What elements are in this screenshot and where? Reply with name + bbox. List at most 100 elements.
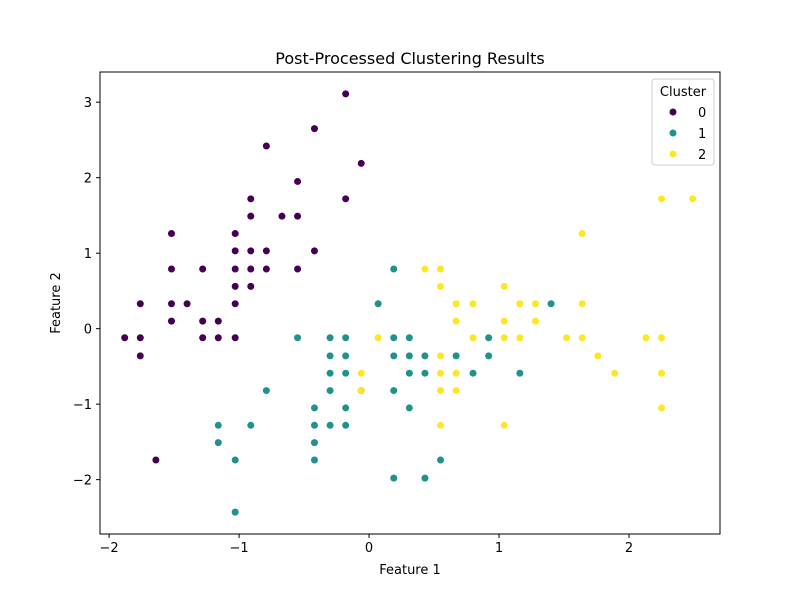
- data-point-cluster-2: [531, 300, 539, 308]
- data-point-cluster-0: [136, 352, 144, 360]
- data-point-cluster-1: [214, 421, 222, 429]
- data-point-cluster-1: [310, 404, 318, 412]
- data-point-cluster-2: [437, 265, 445, 273]
- data-point-cluster-0: [231, 265, 239, 273]
- data-point-cluster-2: [500, 334, 508, 342]
- data-point-cluster-1: [231, 508, 239, 516]
- data-point-cluster-1: [390, 352, 398, 360]
- legend: Cluster 0 1 2: [651, 78, 715, 166]
- data-point-cluster-1: [310, 421, 318, 429]
- data-point-cluster-1: [342, 334, 350, 342]
- data-point-cluster-2: [658, 334, 666, 342]
- data-point-cluster-0: [214, 317, 222, 325]
- data-point-cluster-2: [658, 195, 666, 203]
- y-axis-label: Feature 2: [49, 272, 64, 334]
- data-point-cluster-2: [357, 387, 365, 395]
- data-point-cluster-0: [199, 265, 207, 273]
- y-tick-label: 2: [84, 172, 92, 187]
- x-tick-label: −1: [229, 541, 248, 556]
- data-point-cluster-2: [642, 334, 650, 342]
- legend-box: [651, 78, 715, 166]
- data-point-cluster-1: [437, 456, 445, 464]
- data-point-cluster-1: [452, 352, 460, 360]
- data-point-cluster-2: [469, 334, 477, 342]
- data-point-cluster-1: [485, 352, 493, 360]
- data-point-cluster-1: [390, 474, 398, 482]
- chart-title: Post-Processed Clustering Results: [275, 49, 544, 68]
- plot-frame: [99, 71, 721, 535]
- data-point-cluster-1: [390, 334, 398, 342]
- x-tick-label: −2: [100, 541, 119, 556]
- data-point-cluster-0: [167, 317, 175, 325]
- data-point-cluster-0: [167, 265, 175, 273]
- data-point-cluster-2: [357, 369, 365, 377]
- data-point-cluster-2: [531, 317, 539, 325]
- data-point-cluster-1: [405, 352, 413, 360]
- data-point-cluster-1: [326, 334, 334, 342]
- data-point-cluster-1: [405, 404, 413, 412]
- axis-ticks: −2 −1 0 1 2 −2 −1 0 1 2 3: [73, 96, 633, 556]
- legend-label-2: 2: [698, 148, 706, 163]
- y-tick-label: −2: [73, 474, 92, 489]
- x-tick-label: 1: [495, 541, 503, 556]
- data-point-cluster-0: [121, 334, 129, 342]
- data-point-cluster-2: [658, 404, 666, 412]
- data-point-cluster-1: [421, 352, 429, 360]
- data-point-cluster-2: [578, 300, 586, 308]
- data-point-cluster-2: [469, 300, 477, 308]
- data-point-cluster-1: [405, 369, 413, 377]
- legend-label-0: 0: [698, 106, 706, 121]
- data-point-cluster-1: [485, 334, 493, 342]
- data-point-cluster-0: [294, 265, 302, 273]
- data-point-cluster-2: [578, 230, 586, 238]
- y-tick-label: 0: [84, 323, 92, 338]
- data-point-cluster-2: [563, 334, 571, 342]
- data-point-cluster-1: [421, 369, 429, 377]
- data-point-cluster-2: [452, 369, 460, 377]
- data-point-cluster-2: [437, 387, 445, 395]
- data-point-cluster-1: [310, 456, 318, 464]
- data-point-cluster-0: [294, 177, 302, 185]
- data-point-cluster-0: [247, 212, 255, 220]
- data-point-cluster-0: [199, 317, 207, 325]
- data-point-cluster-0: [231, 334, 239, 342]
- data-point-cluster-0: [294, 212, 302, 220]
- data-point-cluster-0: [183, 300, 191, 308]
- data-point-cluster-0: [199, 334, 207, 342]
- data-point-cluster-2: [452, 300, 460, 308]
- data-point-cluster-0: [310, 247, 318, 255]
- data-point-cluster-1: [310, 439, 318, 447]
- data-point-cluster-2: [658, 369, 666, 377]
- data-point-cluster-1: [326, 352, 334, 360]
- data-point-cluster-0: [357, 159, 365, 167]
- data-point-cluster-2: [421, 265, 429, 273]
- legend-title: Cluster: [660, 85, 707, 100]
- data-point-cluster-0: [247, 195, 255, 203]
- data-point-cluster-0: [247, 282, 255, 290]
- data-point-cluster-0: [247, 247, 255, 255]
- data-point-cluster-0: [310, 125, 318, 133]
- data-point-cluster-1: [374, 300, 382, 308]
- data-point-cluster-0: [231, 247, 239, 255]
- data-point-cluster-2: [611, 369, 619, 377]
- data-point-cluster-0: [262, 142, 270, 150]
- data-point-cluster-0: [342, 90, 350, 98]
- data-points: [121, 90, 697, 516]
- data-point-cluster-1: [342, 352, 350, 360]
- data-point-cluster-0: [167, 300, 175, 308]
- data-point-cluster-1: [262, 387, 270, 395]
- data-point-cluster-2: [500, 317, 508, 325]
- data-point-cluster-2: [437, 282, 445, 290]
- data-point-cluster-0: [262, 247, 270, 255]
- data-point-cluster-1: [421, 474, 429, 482]
- data-point-cluster-1: [390, 265, 398, 273]
- data-point-cluster-1: [231, 456, 239, 464]
- data-point-cluster-0: [231, 230, 239, 238]
- data-point-cluster-2: [437, 369, 445, 377]
- legend-marker-0: [669, 108, 677, 116]
- data-point-cluster-1: [342, 421, 350, 429]
- data-point-cluster-1: [547, 300, 555, 308]
- legend-marker-2: [669, 150, 677, 158]
- data-point-cluster-0: [262, 265, 270, 273]
- data-point-cluster-1: [294, 334, 302, 342]
